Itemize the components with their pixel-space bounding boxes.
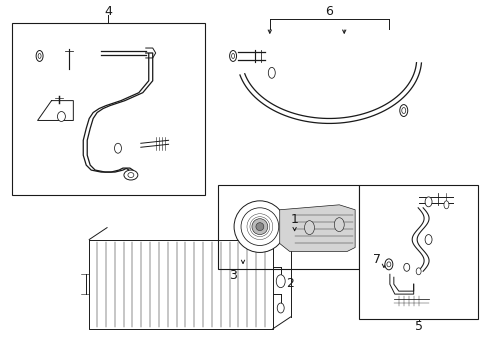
Bar (358, 185, 477, 319)
Ellipse shape (334, 218, 344, 231)
Ellipse shape (424, 235, 431, 244)
Ellipse shape (251, 219, 267, 235)
Ellipse shape (229, 50, 236, 62)
Ellipse shape (57, 112, 65, 121)
Ellipse shape (443, 201, 448, 209)
Ellipse shape (276, 275, 285, 288)
Ellipse shape (401, 108, 405, 113)
Ellipse shape (424, 197, 431, 207)
Ellipse shape (255, 223, 264, 231)
Bar (12, 23, 205, 195)
Ellipse shape (241, 208, 278, 246)
Text: 3: 3 (229, 269, 237, 282)
Text: 7: 7 (372, 253, 380, 266)
Polygon shape (279, 205, 354, 251)
Ellipse shape (384, 259, 392, 270)
Text: 4: 4 (104, 5, 112, 18)
Ellipse shape (399, 105, 407, 117)
Ellipse shape (123, 170, 138, 180)
Ellipse shape (268, 67, 275, 78)
Ellipse shape (277, 303, 284, 313)
Ellipse shape (234, 201, 285, 252)
Text: 2: 2 (285, 277, 293, 290)
Text: 6: 6 (325, 5, 333, 18)
Ellipse shape (231, 54, 234, 58)
Ellipse shape (36, 50, 43, 62)
Text: 1: 1 (290, 213, 298, 226)
Ellipse shape (114, 143, 121, 153)
Ellipse shape (304, 221, 314, 235)
Ellipse shape (403, 264, 409, 271)
Ellipse shape (128, 172, 134, 177)
Bar (218, 185, 358, 269)
Ellipse shape (415, 268, 420, 275)
Ellipse shape (386, 262, 390, 267)
Text: 5: 5 (414, 320, 422, 333)
Ellipse shape (38, 54, 41, 58)
